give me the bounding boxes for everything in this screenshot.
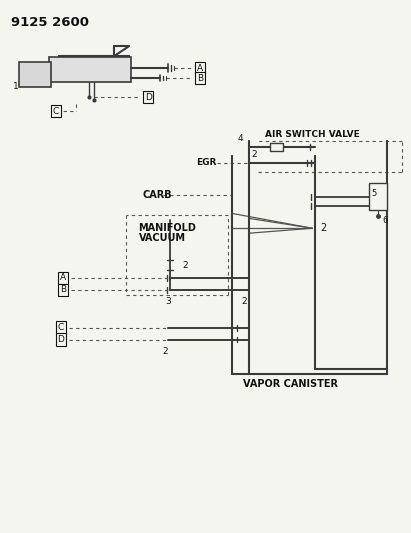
Bar [49,58,131,82]
Text: 2: 2 [320,223,326,233]
Text: 3: 3 [165,297,171,306]
Text: 2: 2 [182,261,188,270]
Text: MANIFOLD: MANIFOLD [139,223,196,233]
Text: VACUUM: VACUUM [139,233,185,243]
Text: B: B [197,74,203,83]
Text: C: C [58,323,64,332]
Text: C: C [53,107,59,116]
Text: 6: 6 [383,216,388,225]
Text: 2: 2 [241,297,247,306]
Bar [270,143,284,151]
Text: D: D [58,335,65,344]
Text: AIR SWITCH VALVE: AIR SWITCH VALVE [265,130,359,139]
Text: D: D [145,93,152,102]
Text: 5: 5 [371,189,376,198]
Bar [19,62,51,87]
Text: A: A [197,64,203,73]
Text: 1: 1 [14,82,19,91]
Text: B: B [60,285,66,294]
Text: 2: 2 [251,150,256,159]
Text: EGR: EGR [196,158,217,167]
Text: CARB: CARB [143,190,172,200]
Text: VAPOR CANISTER: VAPOR CANISTER [243,379,338,389]
Text: 2: 2 [162,347,168,356]
Text: A: A [60,273,66,282]
Text: 9125 2600: 9125 2600 [12,15,89,29]
Text: 4: 4 [238,134,244,143]
Bar [369,183,387,211]
